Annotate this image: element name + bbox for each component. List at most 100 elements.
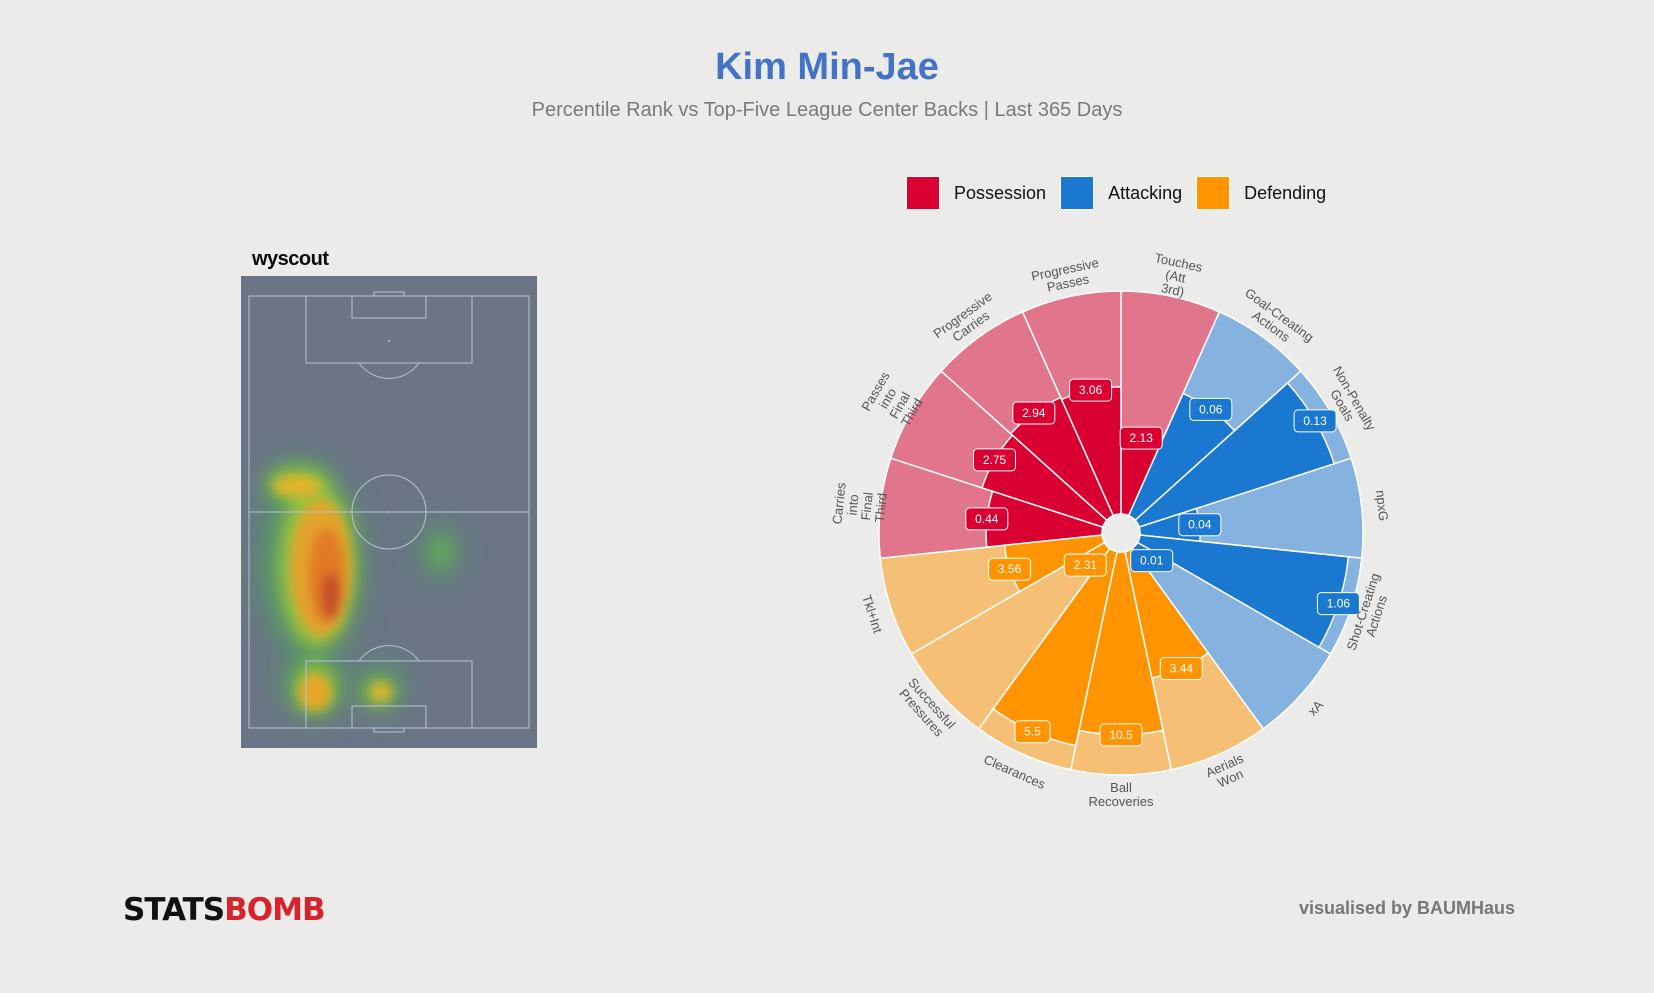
legend-swatch-possession <box>906 176 940 210</box>
value-box-progressive-carries <box>1012 401 1056 425</box>
wedge-value-successful-pressures <box>1078 541 1111 573</box>
statsbomb-logo: STATSBOMB <box>123 892 326 928</box>
value-text-carries-into-final-third: 0.44 <box>975 512 999 526</box>
wedge-bg-clearances <box>977 547 1118 771</box>
value-label-goal-creating-actions: 0.06 <box>1189 397 1233 421</box>
wyscout-logo: wyscout <box>252 248 329 270</box>
metric-label-line: Non-Penalty <box>1330 364 1379 434</box>
value-text-progressive-carries: 2.94 <box>1022 406 1046 420</box>
value-label-aerials-won: 3.44 <box>1159 657 1203 680</box>
value-box-tkl-int <box>988 557 1032 581</box>
wedge-bg-passes-into-final-third <box>889 370 1108 529</box>
wedge-value-goal-creating-actions <box>1127 392 1236 522</box>
metric-label-line: Actions <box>1250 308 1294 345</box>
chart-legend: Possession Attacking Defending <box>906 176 1340 210</box>
wedge-bg-touches-att-3rd <box>1120 290 1221 517</box>
value-label-clearances: 5.5 <box>1014 720 1051 744</box>
value-box-progressive-passes <box>1069 378 1113 402</box>
radar-metric-labels: Touches(Att3rd) Goal-CreatingActionsNon-P… <box>829 250 1396 809</box>
metric-label-progressive-carries: ProgressiveCarries <box>930 289 1003 353</box>
wedge-value-carries-into-final-third <box>985 490 1104 548</box>
metric-label-line: Carries <box>949 308 992 345</box>
wedge-value-non-penalty-goals <box>1134 381 1336 529</box>
legend-label-defending: Defending <box>1244 182 1327 203</box>
metric-label-carries-into-final-third: CarriesintoFinalThird <box>829 481 890 529</box>
metric-label-passes-into-final-third: PassesintoFinalThird <box>858 369 929 435</box>
value-box-aerials-won <box>1159 657 1203 680</box>
wedge-bg-ball-recoveries <box>1069 550 1173 776</box>
wedge-value-npxg <box>1138 507 1201 543</box>
metric-label-line: Third <box>872 492 890 523</box>
page-subtitle: Percentile Rank vs Top-Five League Cente… <box>531 99 1123 121</box>
value-label-npxg: 0.04 <box>1178 513 1222 537</box>
value-box-clearances <box>1014 720 1051 744</box>
value-label-xa: 0.01 <box>1130 549 1174 573</box>
value-text-ball-recoveries: 10.5 <box>1109 728 1133 742</box>
metric-label-line: (Att <box>1164 267 1187 286</box>
metric-label-line: Clearances <box>982 752 1049 793</box>
value-box-carries-into-final-third <box>965 507 1009 531</box>
wedge-value-shot-creating-actions <box>1136 534 1350 649</box>
metric-label-progressive-passes: ProgressivePasses <box>1030 255 1103 298</box>
wedge-value-aerials-won <box>1124 547 1210 679</box>
metric-label-line: Successful <box>905 675 958 732</box>
wedge-bg-npxg <box>1138 457 1364 560</box>
value-box-successful-pressures <box>1063 553 1107 577</box>
metric-label-goal-creating-actions: Goal-CreatingActions <box>1234 285 1317 356</box>
heatmap-layer <box>261 464 455 714</box>
metric-label-line: Recoveries <box>1088 794 1154 809</box>
wedge-bg-aerials-won <box>1124 547 1265 771</box>
metric-label-line: Ball <box>1110 780 1132 795</box>
wedge-value-tkl-int <box>1003 534 1106 593</box>
legend-item-attacking: Attacking <box>1060 176 1182 210</box>
metric-label-line: Carries <box>829 481 848 525</box>
value-text-passes-into-final-third: 2.75 <box>983 453 1007 467</box>
value-text-goal-creating-actions: 0.06 <box>1199 402 1223 416</box>
value-label-passes-into-final-third: 2.75 <box>973 448 1016 472</box>
legend-item-possession: Possession <box>906 176 1046 210</box>
wedge-bg-tkl-int <box>879 534 1106 656</box>
metric-label-clearances: Clearances <box>982 752 1049 793</box>
metric-label-line: Passes <box>858 369 893 414</box>
metric-label-npxg: npxG <box>1373 489 1391 521</box>
wedge-bg-non-penalty-goals <box>1134 370 1353 529</box>
value-label-shot-creating-actions: 1.06 <box>1316 592 1360 616</box>
value-text-successful-pressures: 2.31 <box>1074 558 1098 572</box>
legend-label-possession: Possession <box>954 182 1047 203</box>
metric-label-line: Progressive <box>930 289 994 341</box>
metric-label-line: Progressive <box>1030 255 1100 284</box>
statsbomb-logo-part2: BOMB <box>224 892 325 928</box>
wedge-value-touches-att-3rd <box>1120 435 1162 517</box>
value-box-shot-creating-actions <box>1316 592 1360 616</box>
metric-label-line: Goal-Creating <box>1242 285 1316 345</box>
value-box-xa <box>1130 549 1174 573</box>
value-box-passes-into-final-third <box>973 448 1016 472</box>
legend-swatch-attacking <box>1060 176 1095 210</box>
value-label-ball-recoveries: 10.5 <box>1099 723 1143 747</box>
value-box-goal-creating-actions <box>1189 397 1233 421</box>
metric-label-line: Final <box>886 389 913 421</box>
value-text-aerials-won: 3.44 <box>1170 662 1194 676</box>
wedge-value-xa <box>1131 541 1158 568</box>
metric-label-line: Actions <box>1363 593 1391 639</box>
value-label-non-penalty-goals: 0.13 <box>1293 409 1337 433</box>
metric-label-aerials-won: AerialsWon <box>1203 750 1252 793</box>
wedge-value-progressive-passes <box>1060 386 1122 517</box>
radar-value-labels: 2.13 0.06 0.13 0.04 1.06 0.01 3.44 10.5 5.5 2.31 3… <box>965 378 1360 747</box>
value-box-npxg <box>1178 513 1222 537</box>
radar-value-wedges <box>981 381 1350 747</box>
metric-label-line: xA <box>1305 697 1327 719</box>
wedge-bg-xa <box>1131 541 1332 730</box>
value-box-ball-recoveries <box>1099 723 1143 747</box>
value-text-shot-creating-actions: 1.06 <box>1327 597 1351 611</box>
metric-label-successful-pressures: SuccessfulPressures <box>895 675 959 741</box>
wedge-bg-carries-into-final-third <box>878 457 1104 560</box>
metric-label-line: Won <box>1215 766 1245 790</box>
wedge-value-passes-into-final-third <box>981 434 1108 529</box>
value-label-carries-into-final-third: 0.44 <box>965 507 1009 531</box>
metric-label-line: Touches <box>1153 250 1204 275</box>
metric-label-shot-creating-actions: Shot-CreatingActions <box>1344 571 1396 656</box>
legend-label-attacking: Attacking <box>1108 182 1183 203</box>
wedge-bg-progressive-carries <box>940 310 1115 522</box>
value-box-touches-att-3rd <box>1119 426 1163 450</box>
